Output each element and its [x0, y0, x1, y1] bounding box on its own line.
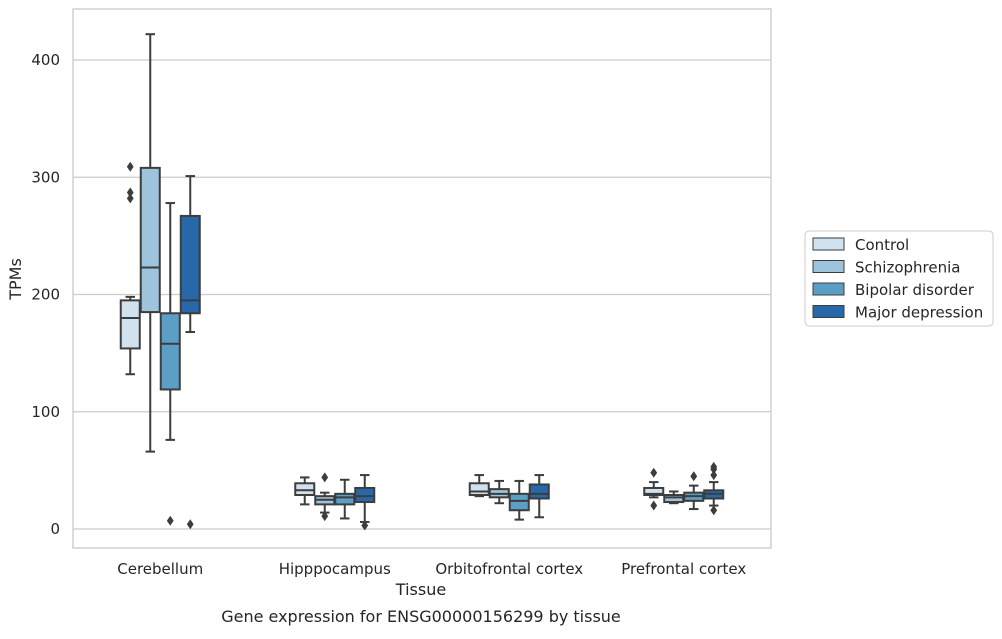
box-bipolar-disorder — [159, 202, 181, 526]
legend-label: Bipolar disorder — [855, 281, 975, 299]
outlier-point — [126, 193, 134, 204]
box-schizophrenia — [663, 490, 685, 505]
y-tick-labels: 0 100 200 300 400 — [31, 51, 60, 538]
legend-frame — [804, 230, 994, 327]
box-control — [643, 467, 665, 511]
legend-swatch — [812, 260, 845, 273]
y-tick-label: 300 — [31, 168, 60, 186]
chart-caption: Gene expression for ENSG00000156299 by t… — [221, 607, 621, 626]
box-control — [294, 476, 316, 506]
box-body — [508, 492, 530, 512]
x-tick-label: Prefrontal cortex — [621, 560, 746, 578]
box-control — [468, 474, 490, 498]
box-major-depression — [703, 461, 725, 516]
box-body — [663, 493, 685, 504]
outlier-point — [321, 511, 329, 522]
box-major-depression — [354, 474, 376, 531]
legend-label: Major depression — [855, 304, 983, 322]
box-body — [643, 486, 665, 496]
box-schizophrenia — [488, 479, 510, 505]
box-body — [334, 492, 356, 506]
box-major-depression — [528, 474, 550, 519]
outlier-point — [710, 461, 718, 472]
box-body — [159, 312, 181, 391]
legend: Control Schizophrenia Bipolar disorder Majo… — [804, 230, 994, 327]
y-tick-label: 400 — [31, 51, 60, 69]
outlier-point — [166, 515, 174, 526]
box-body — [294, 482, 316, 496]
y-tick-label: 0 — [50, 520, 60, 538]
box-schizophrenia — [139, 33, 161, 453]
y-tick-label: 100 — [31, 403, 60, 421]
outlier-point — [710, 505, 718, 516]
legend-swatch — [812, 237, 845, 251]
box-bipolar-disorder — [683, 471, 705, 511]
legend-label: Schizophrenia — [855, 259, 960, 277]
outlier-point — [361, 520, 369, 531]
box-bipolar-disorder — [508, 479, 530, 521]
y-axis-label: TPMs — [6, 258, 25, 301]
outlier-point — [650, 467, 658, 478]
box-body — [119, 299, 141, 350]
plot-frame — [72, 8, 772, 549]
box-bipolar-disorder — [334, 478, 356, 520]
box-body — [179, 214, 201, 315]
outlier-point — [321, 472, 329, 483]
outlier-point — [650, 500, 658, 511]
grid-lines — [73, 59, 771, 530]
legend-swatch — [812, 282, 845, 296]
box-body — [528, 483, 550, 500]
outlier-point — [710, 470, 718, 481]
legend-label: Control — [855, 236, 909, 254]
box-major-depression — [179, 175, 201, 530]
x-tick-labels: Cerebellum Hipppocampus Orbitofrontal cort… — [117, 560, 746, 578]
box-body — [354, 486, 376, 504]
x-axis-label: Tissue — [395, 580, 446, 599]
outlier-point — [126, 187, 134, 198]
outlier-point — [186, 519, 194, 530]
legend-swatch — [812, 305, 845, 318]
y-tick-label: 200 — [31, 286, 60, 304]
outlier-point — [126, 161, 134, 172]
box-body — [468, 482, 490, 496]
box-control — [119, 161, 141, 376]
x-tick-label: Orbitofrontal cortex — [435, 560, 583, 578]
x-tick-label: Cerebellum — [117, 560, 203, 578]
box-body — [139, 166, 161, 314]
box-schizophrenia — [314, 472, 336, 522]
x-tick-label: Hipppocampus — [279, 560, 391, 578]
plot-boxes — [119, 33, 725, 531]
outlier-point — [690, 471, 698, 482]
